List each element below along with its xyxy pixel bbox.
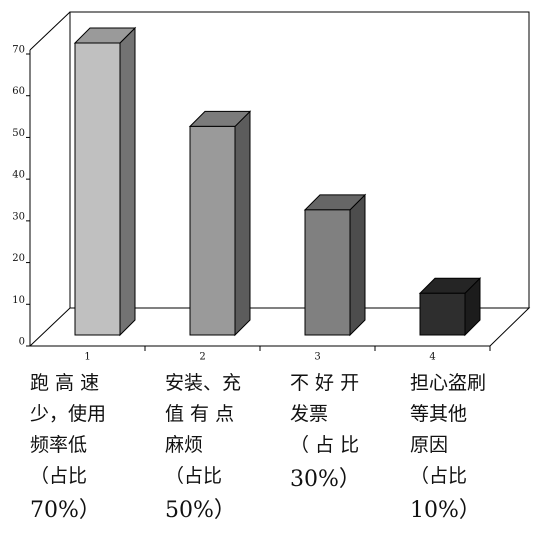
annotation: 麻烦: [165, 434, 203, 456]
y-tick-label: 70: [12, 45, 25, 56]
annotation: 担心盗刷: [410, 372, 486, 394]
annotation: （占比: [30, 465, 87, 487]
x-tick-label: 4: [429, 352, 435, 363]
annotation: 值 有 点: [165, 403, 234, 425]
annotation: 频率低: [30, 434, 87, 456]
annotation: 30%）: [290, 467, 361, 492]
annotation: 不 好 开: [290, 372, 359, 394]
y-tick-label: 50: [12, 128, 25, 139]
y-tick-label: 10: [12, 295, 25, 306]
y-tick-label: 40: [12, 170, 25, 181]
annotation: 安装、充: [165, 372, 241, 394]
bar: [304, 209, 351, 336]
bar: [189, 125, 236, 336]
annotation: 50%）: [165, 498, 236, 523]
annotation: 发票: [290, 403, 328, 425]
wall-edge: [29, 11, 71, 51]
annotation: （占比: [165, 465, 222, 487]
back-wall: [69, 11, 530, 309]
bar-side: [349, 193, 366, 337]
annotation: 少，使用: [30, 403, 106, 425]
annotation: 10%）: [410, 498, 481, 523]
y-tick-label: 0: [19, 337, 25, 348]
y-tick-label: 20: [12, 253, 25, 264]
annotation: （占比: [410, 465, 467, 487]
floor: [28, 307, 531, 347]
bar: [419, 292, 466, 336]
x-tick-label: 1: [84, 352, 90, 363]
annotation: 跑 高 速: [30, 372, 99, 394]
bar-side: [234, 110, 251, 337]
x-tick-label: 2: [199, 352, 205, 363]
annotation: 原因: [410, 434, 448, 456]
bar: [74, 42, 121, 336]
annotation: 等其他: [410, 403, 467, 425]
bar-side: [119, 26, 136, 337]
annotation: 70%）: [30, 498, 101, 523]
y-tick-label: 60: [12, 86, 25, 97]
annotation: （ 占 比: [290, 434, 359, 456]
x-tick-label: 3: [314, 352, 320, 363]
y-tick-label: 30: [12, 211, 25, 222]
